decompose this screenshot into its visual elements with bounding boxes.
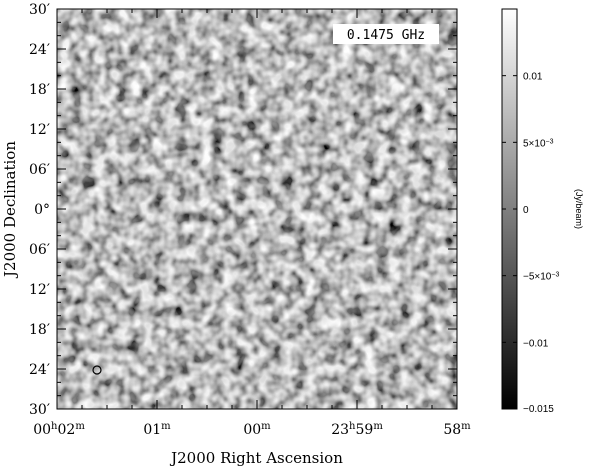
y-tick-label: 18′ bbox=[29, 322, 50, 338]
colorbar-tick-label: 5×10−3 bbox=[523, 138, 554, 150]
y-tick-marks bbox=[57, 8, 457, 410]
colorbar-tick-label: −0.01 bbox=[523, 338, 549, 349]
y-tick-label: 12′ bbox=[29, 122, 50, 138]
colorbar-tick-label: −0.015 bbox=[523, 404, 554, 415]
map-panel: 00h02m 01m 00m 23h59m 58m 30′ 24′ 18′ 12′ 06′ 0° 0… bbox=[29, 2, 471, 438]
y-tick-label: 06′ bbox=[29, 242, 50, 258]
x-tick-label: 23h59m bbox=[331, 421, 383, 439]
x-axis-title: J2000 Right Ascension bbox=[169, 449, 343, 467]
colorbar-tick-label: 0 bbox=[523, 205, 529, 216]
colorbar: 0.01 5×10−3 0 −5×10−3 −0.01 −0.015 (Jy/beam) bbox=[501, 8, 584, 415]
y-tick-label: 30′ bbox=[29, 2, 50, 18]
colorbar-unit-label: (Jy/beam) bbox=[574, 189, 584, 229]
y-tick-label: 18′ bbox=[29, 82, 50, 98]
y-tick-label: 24′ bbox=[29, 362, 50, 378]
x-tick-marks bbox=[56, 9, 458, 409]
y-axis-title: J2000 Declination bbox=[1, 141, 19, 279]
y-tick-label: 0° bbox=[34, 202, 50, 218]
noise-map-image bbox=[57, 9, 457, 409]
y-tick-label: 24′ bbox=[29, 42, 50, 58]
frequency-label-box bbox=[333, 24, 439, 44]
y-tick-label: 12′ bbox=[29, 282, 50, 298]
colorbar-tick-label: 0.01 bbox=[523, 72, 543, 83]
x-tick-label: 58m bbox=[443, 421, 471, 439]
y-tick-label: 30′ bbox=[29, 402, 50, 418]
x-tick-label: 00m bbox=[243, 421, 271, 439]
y-tick-label: 06′ bbox=[29, 162, 50, 178]
x-tick-label: 00h02m bbox=[33, 421, 85, 439]
beam-marker bbox=[92, 365, 102, 375]
y-tick-labels: 30′ 24′ 18′ 12′ 06′ 0° 06′ 12′ 18′ 24′ 30′ bbox=[29, 2, 50, 418]
x-tick-label: 01m bbox=[143, 421, 171, 439]
x-tick-labels: 00h02m 01m 00m 23h59m 58m bbox=[33, 421, 471, 439]
colorbar-ticks: 0.01 5×10−3 0 −5×10−3 −0.01 −0.015 bbox=[502, 72, 559, 415]
frequency-label: 0.1475 GHz bbox=[347, 28, 425, 43]
colorbar-tick-label: −5×10−3 bbox=[523, 271, 559, 283]
